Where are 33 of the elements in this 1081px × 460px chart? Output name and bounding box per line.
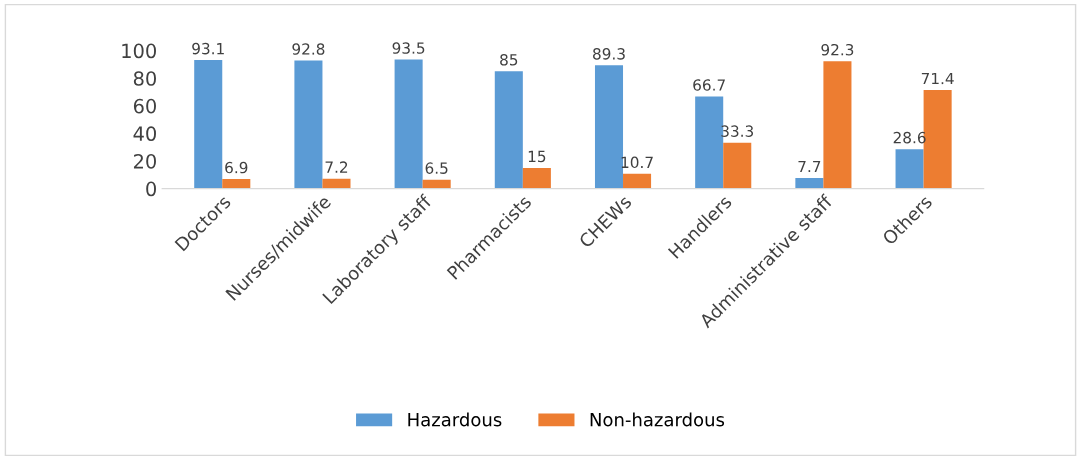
y-tick-label: 40 (133, 126, 156, 142)
bar (522, 167, 551, 189)
data-label: 93.1 (192, 42, 224, 55)
bar (494, 71, 523, 189)
data-label: 15 (528, 150, 546, 163)
data-label: 71.4 (921, 72, 954, 85)
data-label: 92.3 (821, 43, 854, 56)
bar (795, 177, 824, 189)
y-tick-label: 60 (133, 98, 156, 114)
data-label: 7.7 (798, 160, 821, 173)
bar (895, 149, 924, 189)
data-label: 6.9 (225, 161, 248, 174)
data-label: 6.5 (425, 162, 448, 174)
data-label: 92.8 (292, 43, 325, 55)
bar (222, 179, 251, 189)
bar (294, 60, 323, 189)
bar (194, 60, 223, 189)
legend-label: Non-hazardous (590, 412, 725, 427)
y-tick-label: 100 (122, 43, 156, 59)
bar (394, 59, 423, 189)
legend-label: Hazardous (408, 412, 502, 427)
data-label: 85 (500, 54, 518, 66)
data-label: 7.2 (325, 161, 348, 173)
bar (322, 178, 351, 189)
y-tick-label: 80 (133, 71, 156, 86)
bar (623, 173, 652, 189)
data-label: 66.7 (693, 79, 725, 91)
y-tick-label: 20 (133, 153, 156, 169)
data-label: 93.5 (392, 42, 425, 54)
bar (723, 142, 752, 189)
y-tick-label: 0 (146, 181, 156, 197)
data-label: 89.3 (593, 48, 625, 60)
bar (823, 61, 852, 189)
